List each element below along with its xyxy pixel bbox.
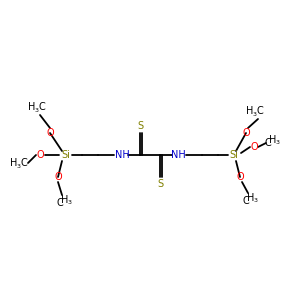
- Text: H: H: [10, 158, 18, 168]
- Text: 3: 3: [17, 164, 21, 169]
- Text: H: H: [61, 195, 69, 205]
- Text: 3: 3: [68, 200, 72, 206]
- Text: NH: NH: [171, 150, 185, 160]
- Text: 3: 3: [35, 107, 39, 112]
- Text: C: C: [57, 198, 63, 208]
- Text: NH: NH: [115, 150, 129, 160]
- Text: O: O: [46, 128, 54, 138]
- Text: S: S: [157, 179, 163, 189]
- Text: H: H: [247, 193, 255, 203]
- Text: Si: Si: [230, 150, 238, 160]
- Text: C: C: [243, 196, 249, 206]
- Text: C: C: [39, 102, 45, 112]
- Text: 3: 3: [254, 199, 258, 203]
- Text: H: H: [28, 102, 36, 112]
- Text: O: O: [36, 150, 44, 160]
- Text: C: C: [256, 106, 263, 116]
- Text: O: O: [242, 128, 250, 138]
- Text: O: O: [54, 172, 62, 182]
- Text: 3: 3: [276, 140, 280, 146]
- Text: O: O: [250, 142, 258, 152]
- Text: H: H: [246, 106, 254, 116]
- Text: C: C: [21, 158, 27, 168]
- Text: H: H: [269, 135, 277, 145]
- Text: 3: 3: [253, 112, 257, 116]
- Text: O: O: [236, 172, 244, 182]
- Text: Si: Si: [61, 150, 70, 160]
- Text: S: S: [137, 121, 143, 131]
- Text: C: C: [265, 138, 272, 148]
